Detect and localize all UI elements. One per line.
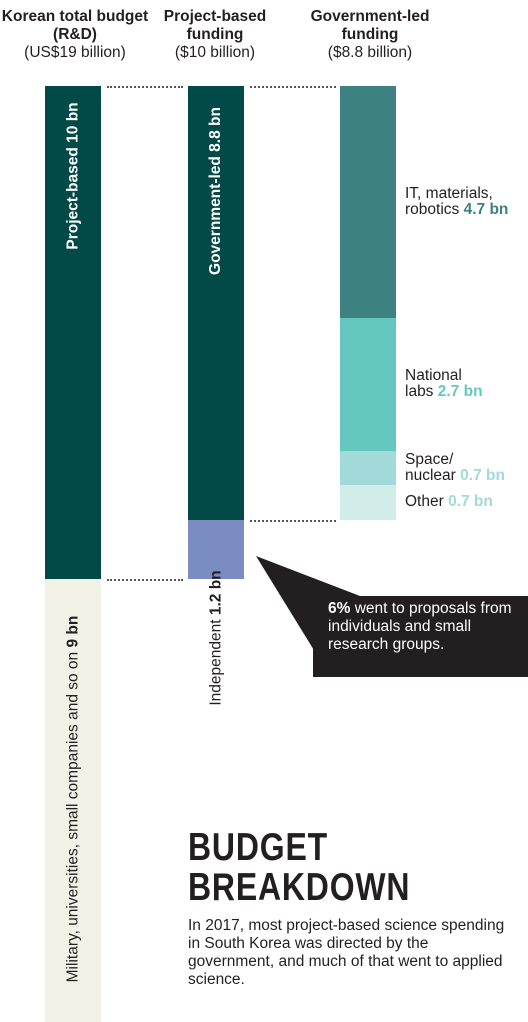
bar-segment-independent <box>188 519 244 579</box>
header-gov-title: Government-led funding <box>310 8 430 43</box>
header-total-sub: (US$19 billion) <box>24 44 126 61</box>
label-it-materials-robotics: IT, materials, robotics 4.7 bn <box>405 184 509 218</box>
header-total-budget: Korean total budget (R&D) (US$19 billion… <box>0 8 150 62</box>
description: In 2017, most project-based science spen… <box>188 917 505 988</box>
bar-segment-other <box>340 485 396 520</box>
header-gov-sub: ($8.8 billion) <box>327 44 413 61</box>
callout-pointer <box>256 556 360 660</box>
header-government-led: Government-led funding ($8.8 billion) <box>290 8 450 62</box>
bar-segment-government-led <box>188 86 244 520</box>
headline-line-2: BREAKDOWN <box>188 866 411 909</box>
headline: BUDGET BREAKDOWN <box>188 828 410 908</box>
connector-dots-top-left <box>107 86 183 88</box>
bar-segment-national-labs <box>340 317 396 451</box>
label-other: Other 0.7 bn <box>405 493 493 511</box>
bar-segment-space-nuclear <box>340 450 396 486</box>
connector-dots-bottom-right <box>250 519 336 522</box>
callout-percent: 6% <box>328 600 351 617</box>
label-national-labs: National labs 2.7 bn <box>405 367 483 401</box>
bar-segment-it-materials-robotics <box>340 86 396 318</box>
connector-dots-bottom-left <box>107 578 183 581</box>
bar-segment-project-based <box>45 86 101 579</box>
connector-dots-top-right <box>250 86 336 88</box>
header-project-sub: ($10 billion) <box>174 44 256 61</box>
bar-segment-military <box>45 578 101 1022</box>
header-project-based: Project-based funding ($10 billion) <box>140 8 290 62</box>
callout-box: 6% went to proposals from individuals an… <box>313 596 528 677</box>
callout-text: went to proposals from individuals and s… <box>328 600 512 653</box>
label-space-nuclear: Space/ nuclear 0.7 bn <box>405 450 505 484</box>
header-project-title: Project-based funding <box>163 8 267 43</box>
headline-line-1: BUDGET <box>188 826 328 869</box>
header-total-title: Korean total budget (R&D) <box>1 8 149 43</box>
